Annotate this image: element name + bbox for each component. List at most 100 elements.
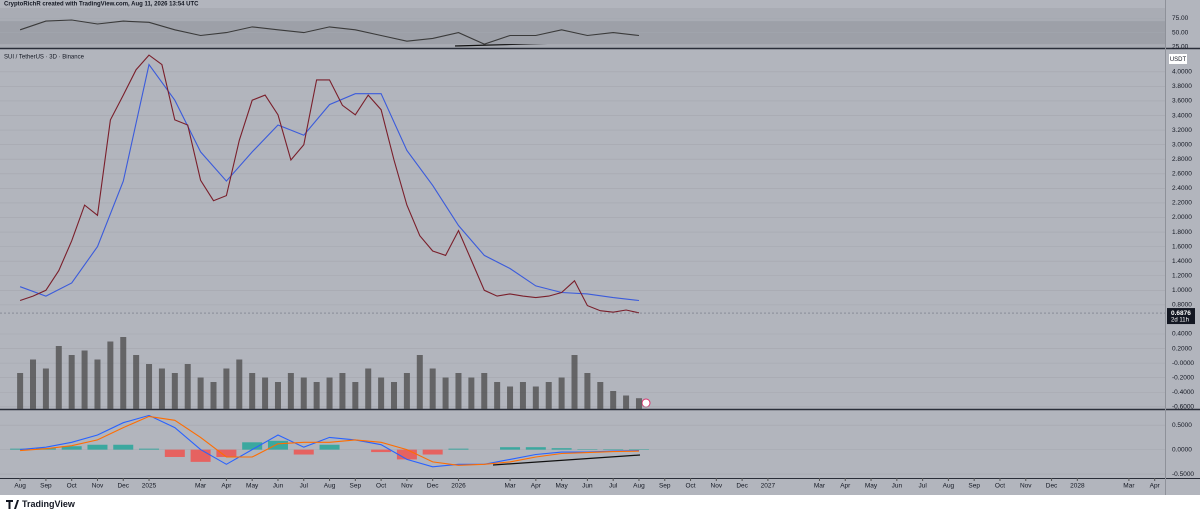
x-tick-label: Sep — [659, 483, 671, 490]
volume-bar — [313, 382, 320, 409]
volume-bar — [158, 368, 165, 409]
y-tick-label: -0.2000 — [1172, 374, 1194, 381]
histogram-bar — [267, 440, 288, 450]
volume-bar — [262, 377, 269, 409]
x-tick-label: Dec — [427, 483, 439, 490]
y-tick-label: 2.6000 — [1172, 171, 1192, 178]
histogram-bar — [61, 446, 82, 450]
y-tick-label: 0.0000 — [1172, 446, 1192, 453]
marker — [641, 398, 651, 408]
countdown: 2d 11h — [1171, 318, 1189, 324]
x-tick-label: Oct — [67, 483, 77, 490]
histogram-bar — [242, 442, 263, 450]
volume-bar — [416, 355, 423, 409]
x-tick-label: Apr — [221, 483, 232, 490]
last-price-box — [1167, 308, 1195, 325]
brand: TradingView — [22, 499, 76, 509]
y-tick-label: 75.00 — [1172, 15, 1189, 22]
volume-bar — [403, 373, 410, 409]
volume-bar — [378, 377, 385, 409]
x-tick-label: Jul — [300, 483, 309, 490]
x-tick-label: Apr — [840, 483, 851, 490]
volume-bar — [494, 382, 501, 409]
volume-bar — [571, 355, 578, 409]
x-tick-label: May — [246, 483, 259, 490]
histogram-bar — [371, 449, 392, 453]
volume-bar — [68, 355, 75, 409]
volume-bar — [81, 350, 88, 409]
x-tick-label: May — [555, 483, 568, 490]
currency-badge — [1169, 54, 1187, 64]
y-tick-label: 1.2000 — [1172, 272, 1192, 279]
volume-bar — [468, 377, 475, 409]
credit: CryptoRichR created with TradingView.com… — [4, 2, 199, 8]
series-line — [19, 19, 640, 45]
y-tick-label: 0.8000 — [1172, 302, 1192, 309]
volume-bar — [610, 391, 617, 409]
x-tick-label: Mar — [814, 483, 826, 490]
x-tick-label: Jun — [582, 483, 593, 490]
y-tick-label: 3.8000 — [1172, 83, 1192, 90]
series-line — [20, 414, 640, 468]
y-tick-label: 0.4000 — [1172, 331, 1192, 338]
volume-bar — [481, 373, 488, 409]
volume-bar — [107, 341, 114, 409]
y-tick-label: 3.6000 — [1172, 98, 1192, 105]
volume-bar — [30, 359, 37, 409]
x-tick-label: Sep — [40, 483, 52, 490]
histogram-bar — [164, 449, 185, 457]
y-tick-label: -0.6000 — [1172, 404, 1194, 411]
y-tick-label: 2.8000 — [1172, 156, 1192, 163]
symbol: SUI / TetherUS · 3D · Binance — [4, 55, 85, 61]
y-tick-label: 3.0000 — [1172, 141, 1192, 148]
volume-bar — [442, 377, 449, 409]
x-tick-label: Jun — [273, 483, 284, 490]
y-tick-label: 2.2000 — [1172, 200, 1192, 207]
x-tick-label: May — [865, 483, 878, 490]
volume-bar — [274, 382, 281, 409]
x-tick-label: Sep — [350, 483, 362, 490]
x-tick-label: Aug — [943, 483, 955, 490]
x-tick-label: 2025 — [142, 483, 157, 490]
x-tick-label: Nov — [1020, 483, 1032, 490]
x-tick-label: Aug — [324, 483, 336, 490]
x-tick-label: Mar — [195, 483, 207, 490]
currency: USDT — [1170, 57, 1187, 63]
volume-bar — [507, 386, 514, 409]
x-tick-label: Aug — [633, 483, 645, 490]
histogram-bar — [319, 444, 340, 450]
y-tick-label: -0.4000 — [1172, 389, 1194, 396]
histogram-bar — [396, 449, 417, 460]
y-tick-label: 1.6000 — [1172, 243, 1192, 250]
y-tick-label: 50.00 — [1172, 29, 1189, 36]
volume-bar — [597, 382, 604, 409]
x-tick-label: Apr — [1150, 483, 1161, 490]
x-tick-label: Jul — [609, 483, 618, 490]
volume-bar — [94, 359, 101, 409]
volume-bar — [558, 377, 565, 409]
x-tick-label: Mar — [1123, 483, 1135, 490]
x-tick-label: Oct — [376, 483, 386, 490]
y-tick-label: -0.5000 — [1172, 471, 1194, 478]
logo — [6, 500, 19, 509]
series-line — [19, 63, 640, 302]
x-tick-label: Oct — [995, 483, 1005, 490]
y-tick-label: 25.00 — [1172, 44, 1189, 51]
x-tick-label: Dec — [736, 483, 748, 490]
x-tick-label: Nov — [401, 483, 413, 490]
volume-bar — [532, 386, 539, 409]
y-tick-label: 1.8000 — [1172, 229, 1192, 236]
volume-bar — [146, 364, 153, 409]
y-tick-label: 2.4000 — [1172, 185, 1192, 192]
x-tick-label: Sep — [968, 483, 980, 490]
y-tick-label: 0.2000 — [1172, 345, 1192, 352]
volume-bar — [391, 382, 398, 409]
volume-bar — [17, 373, 24, 409]
y-tick-label: 3.2000 — [1172, 127, 1192, 134]
x-tick-label: 2028 — [1070, 483, 1085, 490]
volume-bar — [352, 382, 359, 409]
volume-bar — [365, 368, 372, 409]
volume-bar — [197, 377, 204, 409]
y-tick-label: 2.0000 — [1172, 214, 1192, 221]
